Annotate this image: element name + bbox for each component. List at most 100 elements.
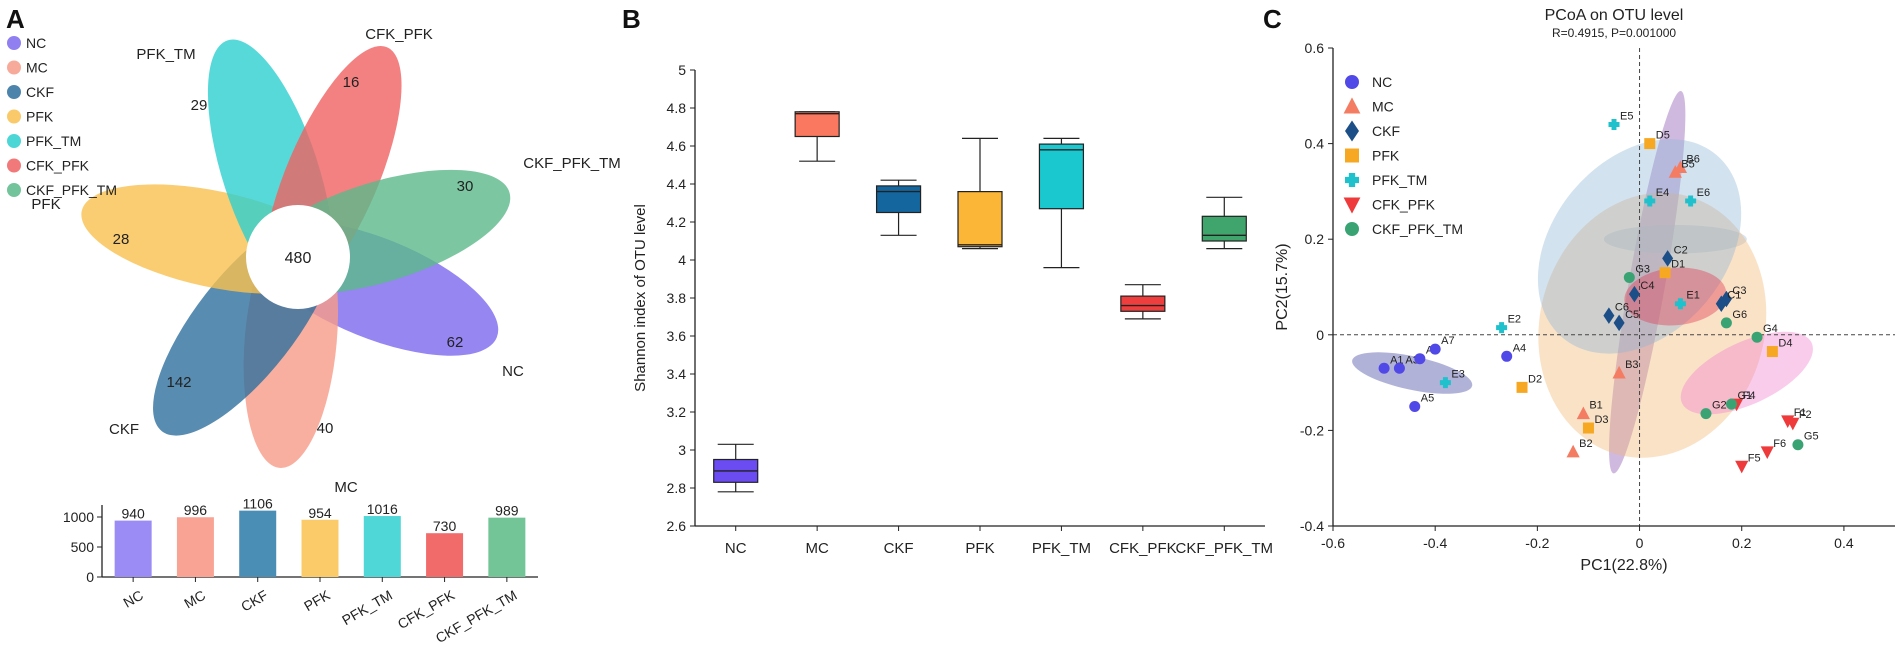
pcoa-point [1786,417,1800,431]
pcoa-point [1751,331,1763,343]
venn-unique-count: 30 [457,178,474,195]
pcoa-y-tick-label: -0.4 [1300,518,1324,534]
venn-unique-count: 40 [317,420,334,437]
legend-label: PFK_TM [26,133,81,149]
pcoa-ellipse-cfk-pfk [1680,331,1813,415]
pcoa-point [1566,444,1580,458]
pcoa-point-label: G1 [1738,390,1753,402]
pcoa-point-label: B6 [1686,154,1699,166]
pcoa-point [1576,406,1590,420]
pcoa-legend-label: CKF_PFK_TM [1372,221,1463,237]
box-y-tick-label: 4.2 [667,214,687,230]
pcoa-point-label: G4 [1763,323,1778,335]
box-y-tick-label: 3.6 [667,328,687,344]
pcoa-scatter: PCoA on OTU level R=0.4915, P=0.001000 -0.… [1274,7,1895,574]
pcoa-point [1613,314,1625,332]
legend-swatch [7,158,21,173]
pcoa-point [1582,422,1594,434]
venn-total-bar-chart: 0 500 1000 940 NC 996 MC 1106 CKF 954 PFK 1016 PFK_T… [63,496,538,646]
box-y-tick-label: 4.6 [667,138,687,154]
bar-category-label: CKF [238,587,270,615]
pcoa-y-tick-label: 0 [1316,327,1324,343]
bar [176,517,214,577]
box-y-tick-label: 2.6 [667,518,687,534]
pcoa-point-label: A7 [1441,335,1454,347]
bar-value-label: 1016 [367,501,398,517]
pcoa-legend-label: PFK_TM [1372,172,1427,188]
pcoa-legend-label: PFK [1372,148,1400,164]
venn-legend: NC MC CKF PFK PFK_TM CFK_PFK CKF_PFK_TM [7,35,117,198]
venn-core-circle [246,205,350,309]
pcoa-point-label: E5 [1620,110,1633,122]
venn-unique-count: 28 [113,231,130,248]
pcoa-point-label: G3 [1635,263,1650,275]
pcoa-x-tick-label: -0.6 [1321,535,1345,551]
venn-unique-count: 142 [166,374,191,391]
pcoa-y-axis-label: PC2(15.7%) [1274,243,1291,330]
pcoa-legend-swatch [1345,173,1359,187]
venn-unique-count: 16 [343,74,360,91]
pcoa-point [1715,295,1727,312]
pcoa-point-label: D2 [1528,373,1542,385]
pcoa-ellipse-mc [1609,90,1686,474]
bar-value-label: 954 [308,505,332,521]
bar [301,519,339,577]
bar-y-tick-label: 1000 [63,509,94,525]
pcoa-x-axis-label: PC1(22.8%) [1580,557,1667,574]
pcoa-point [1409,401,1421,412]
pcoa-point-label: E2 [1508,314,1521,326]
pcoa-point [1623,271,1635,283]
pcoa-point [1726,398,1738,410]
pcoa-point [1393,362,1405,374]
pcoa-legend-swatch [1345,75,1359,89]
box-body [794,111,840,138]
pcoa-point-label: A5 [1421,393,1434,405]
legend-label: CFK_PFK [26,158,90,174]
pcoa-point [1685,195,1697,207]
pcoa-legend-swatch [1345,120,1359,142]
venn-petal-label: PFK_TM [136,46,195,63]
legend-label: CKF [26,84,54,100]
pcoa-point-label: F4 [1743,390,1756,402]
box-body [957,191,1003,248]
pcoa-y-tick-label: 0.2 [1305,231,1325,247]
pcoa-legend-label: NC [1372,74,1392,90]
pcoa-y-tick-label: 0.6 [1305,40,1325,56]
legend-label: MC [26,60,48,76]
box-y-tick-label: 5 [678,62,686,78]
bar-value-label: 730 [433,518,457,534]
pcoa-point-label: D1 [1671,259,1685,271]
box-category-label: PFK_TM [1032,540,1091,557]
pcoa-point-label: D3 [1594,414,1608,426]
pcoa-point-label: F1 [1794,407,1807,419]
pcoa-legend-swatch [1343,197,1361,214]
box-y-tick-label: 3.4 [667,366,687,382]
pcoa-point-label: E1 [1686,290,1699,302]
pcoa-point [1659,267,1671,279]
venn-core-count: 480 [285,250,312,267]
pcoa-legend-label: MC [1372,99,1394,115]
pcoa-x-tick-label: -0.4 [1423,535,1447,551]
shannon-boxplot: 2.6 2.8 3 3.2 3.4 3.6 3.8 4 4.2 4.4 4.6 4.8 5 Shannon… [632,62,1273,557]
pcoa-x-tick-label: 0.4 [1834,535,1854,551]
pcoa-point [1603,307,1615,324]
legend-swatch [7,85,21,99]
bar-y-tick-label: 0 [86,569,94,585]
bar [239,510,277,577]
box-category-label: CKF_PFK_TM [1176,540,1274,557]
pcoa-point [1439,377,1451,389]
pcoa-legend-swatch [1345,222,1359,236]
pcoa-title: PCoA on OTU level [1545,7,1684,24]
pcoa-point-label: G6 [1732,309,1747,321]
pcoa-point [1628,285,1640,303]
pcoa-point-label: B2 [1579,438,1592,450]
pcoa-point-label: D4 [1778,338,1792,350]
pcoa-point-label: C5 [1625,309,1639,321]
box-category-label: MC [805,540,828,557]
pcoa-point [1516,381,1528,393]
legend-swatch [7,36,21,50]
pcoa-point-label: C4 [1640,280,1654,292]
pcoa-y-tick-label: 0.4 [1305,136,1325,152]
panel-b-letter: B [622,4,641,34]
